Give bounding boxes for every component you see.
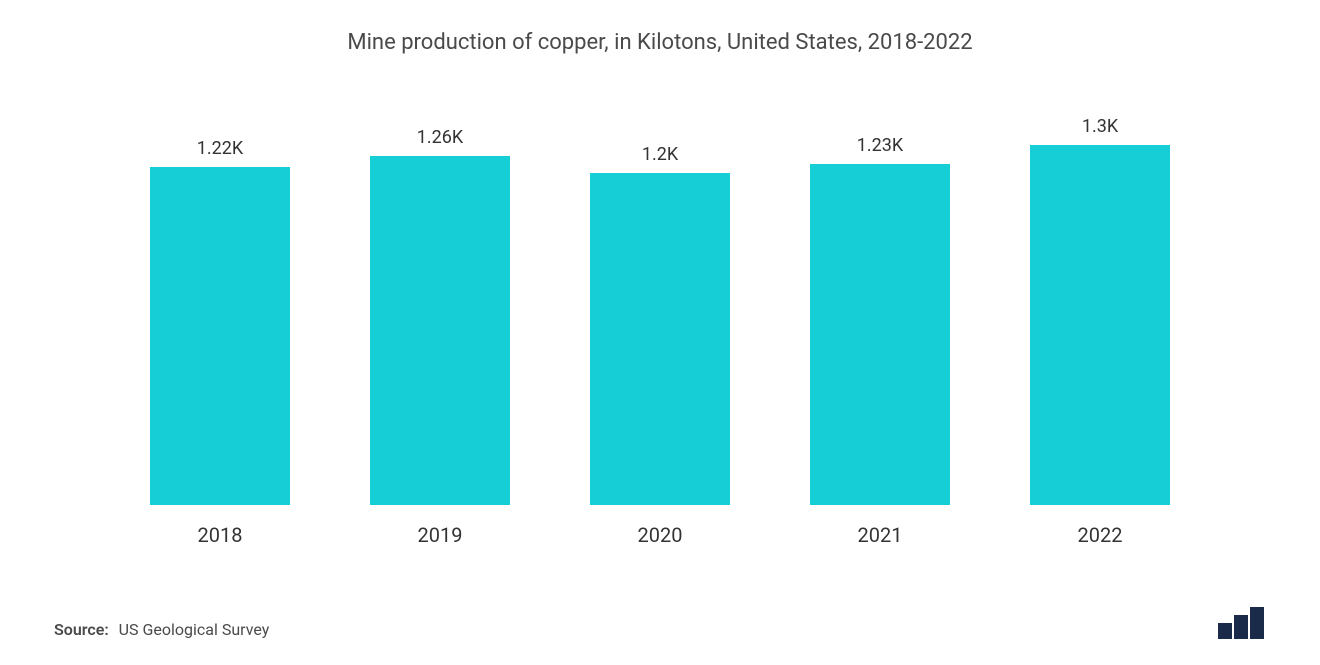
bar-value-label: 1.2K <box>642 144 678 165</box>
x-axis-tick: 2019 <box>370 515 510 547</box>
bar-value-label: 1.3K <box>1082 116 1118 137</box>
chart-title: Mine production of copper, in Kilotons, … <box>50 30 1270 55</box>
bar-group: 1.23K <box>810 135 950 505</box>
bar-value-label: 1.23K <box>857 135 903 156</box>
chart-plot-area: 1.22K 1.26K 1.2K 1.23K 1.3K <box>50 105 1270 505</box>
x-axis: 2018 2019 2020 2021 2022 <box>50 515 1270 547</box>
chart-footer: Source: US Geological Survey <box>50 607 1270 639</box>
bar-group: 1.22K <box>150 138 290 505</box>
x-axis-tick: 2021 <box>810 515 950 547</box>
source-label: Source: <box>54 620 109 639</box>
bar <box>590 173 730 505</box>
bar-value-label: 1.22K <box>197 138 243 159</box>
bar-group: 1.3K <box>1030 116 1170 505</box>
x-axis-tick: 2020 <box>590 515 730 547</box>
x-axis-tick: 2018 <box>150 515 290 547</box>
source-text: US Geological Survey <box>119 620 270 639</box>
bar <box>1030 145 1170 505</box>
bar-group: 1.2K <box>590 144 730 505</box>
bar-value-label: 1.26K <box>417 127 463 148</box>
bar <box>150 167 290 505</box>
x-axis-tick: 2022 <box>1030 515 1170 547</box>
bar <box>370 156 510 505</box>
bar <box>810 164 950 505</box>
brand-logo-icon <box>1218 607 1266 639</box>
source-line: Source: US Geological Survey <box>54 620 269 639</box>
bar-group: 1.26K <box>370 127 510 505</box>
